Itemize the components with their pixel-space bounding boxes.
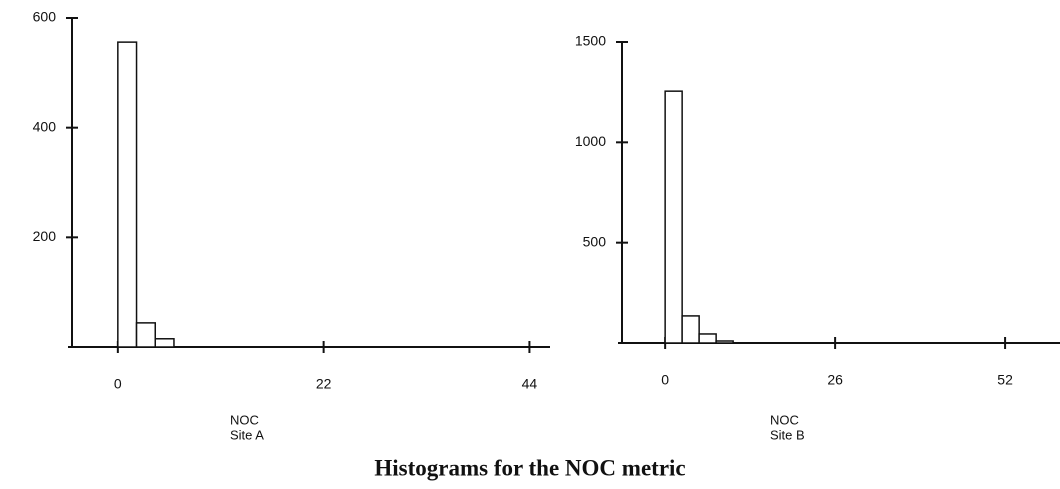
bar xyxy=(664,90,683,344)
x-axis-label: NOC xyxy=(770,412,799,427)
site-label: Site B xyxy=(770,427,805,442)
x-axis-label: NOC xyxy=(230,412,259,427)
x-tick-label: 52 xyxy=(997,372,1013,388)
bar xyxy=(117,41,138,348)
y-tick-label: 1000 xyxy=(575,133,606,149)
bar xyxy=(698,333,717,344)
x-tick-label: 22 xyxy=(316,376,332,392)
x-tick-label: 0 xyxy=(114,376,122,392)
x-tick-label: 44 xyxy=(522,376,538,392)
y-tick-label: 600 xyxy=(33,9,57,25)
x-tick-label: 0 xyxy=(661,372,669,388)
bar xyxy=(681,315,700,344)
y-tick-label: 500 xyxy=(583,233,607,249)
site-label: Site A xyxy=(230,427,264,442)
x-tick-label: 26 xyxy=(827,372,843,388)
bar xyxy=(715,340,734,344)
y-tick-label: 1500 xyxy=(575,33,606,49)
bar xyxy=(135,322,157,348)
figure-title: Histograms for the NOC metric xyxy=(374,455,685,480)
bar xyxy=(154,338,175,348)
y-tick-label: 400 xyxy=(33,118,57,134)
y-tick-label: 200 xyxy=(33,228,57,244)
